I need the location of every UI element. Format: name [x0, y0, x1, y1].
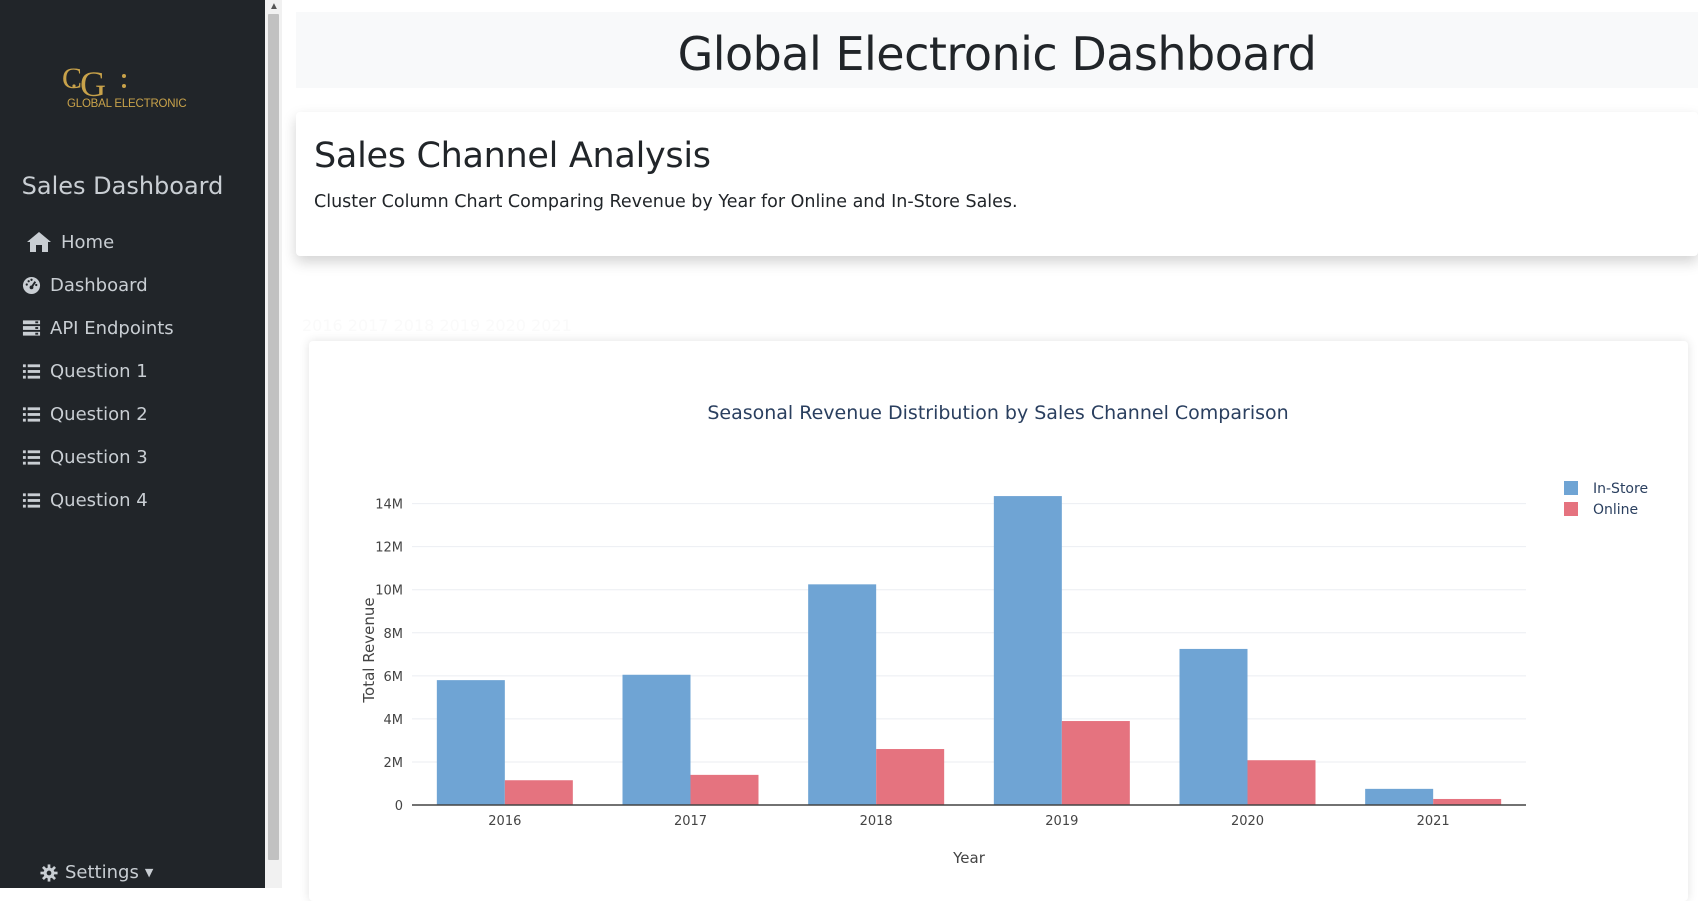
gear-icon — [40, 863, 58, 882]
server-icon — [22, 320, 41, 336]
y-tick-label: 14M — [375, 498, 403, 513]
bar-in-store-2020 — [1179, 648, 1248, 805]
bar-in-store-2021 — [1365, 788, 1434, 805]
settings-dropdown[interactable]: Settings ▼ — [40, 862, 153, 883]
svg-text:C: C — [62, 62, 82, 95]
global-electronic-logo: C G — [62, 62, 126, 104]
x-tick-label: 2017 — [674, 814, 707, 829]
y-tick-label: 12M — [375, 541, 403, 556]
y-tick-label: 8M — [384, 627, 404, 642]
legend-swatch-in-store — [1564, 481, 1578, 495]
bar-online-2021 — [1433, 798, 1502, 805]
bar-in-store-2016 — [436, 680, 505, 805]
sidebar-title: Sales Dashboard — [21, 172, 224, 200]
list-icon — [22, 407, 41, 422]
sidebar-item-question-3[interactable]: Question 3 — [22, 443, 148, 471]
sidebar-item-question-1[interactable]: Question 1 — [22, 357, 148, 385]
chart-card: Seasonal Revenue Distribution by Sales C… — [309, 341, 1688, 901]
bar-online-2018 — [876, 749, 945, 805]
sidebar-item-label: Question 1 — [50, 360, 148, 382]
sidebar-item-label: Dashboard — [50, 274, 148, 296]
sidebar: C G GLOBAL ELECTRONIC Sales Dashboard Ho… — [0, 0, 265, 888]
y-tick-label: 0 — [395, 799, 403, 814]
chart-title: Seasonal Revenue Distribution by Sales C… — [707, 402, 1288, 424]
header: Global Electronic Dashboard — [296, 12, 1698, 88]
scroll-up-icon[interactable]: ▲ — [269, 1, 279, 12]
sidebar-item-home[interactable]: Home — [26, 228, 114, 256]
sidebar-item-label: Question 2 — [50, 403, 148, 425]
sidebar-item-label: Question 4 — [50, 489, 148, 511]
section-card: Sales Channel Analysis Cluster Column Ch… — [296, 112, 1698, 256]
bar-in-store-2019 — [993, 496, 1062, 805]
y-tick-label: 4M — [384, 713, 404, 728]
section-title: Sales Channel Analysis — [314, 136, 711, 176]
x-tick-label: 2019 — [1045, 814, 1078, 829]
x-tick-label: 2021 — [1417, 814, 1450, 829]
x-axis-label: Year — [952, 849, 986, 867]
y-tick-label: 2M — [384, 756, 404, 771]
sidebar-item-api-endpoints[interactable]: API Endpoints — [22, 314, 174, 342]
sidebar-item-question-2[interactable]: Question 2 — [22, 400, 148, 428]
bar-online-2020 — [1247, 760, 1316, 805]
sidebar-item-question-4[interactable]: Question 4 — [22, 486, 148, 514]
y-tick-label: 10M — [375, 584, 403, 599]
bar-online-2017 — [690, 774, 759, 805]
settings-label: Settings — [65, 862, 139, 883]
vertical-scrollbar[interactable]: ▲ — [265, 0, 282, 888]
list-icon — [22, 493, 41, 508]
revenue-bar-chart: Seasonal Revenue Distribution by Sales C… — [360, 402, 1648, 867]
year-filter: 2016 2017 2018 2019 2020 2021 — [302, 316, 572, 335]
y-tick-label: 6M — [384, 670, 404, 685]
svg-text:G: G — [80, 64, 106, 104]
bar-online-2019 — [1061, 721, 1130, 805]
home-icon — [27, 232, 51, 252]
y-axis-label: Total Revenue — [360, 597, 378, 703]
sidebar-item-label: Question 3 — [50, 446, 148, 468]
legend-label: Online — [1593, 502, 1638, 518]
bar-in-store-2017 — [622, 674, 691, 805]
list-icon — [22, 364, 41, 379]
logo-text: GLOBAL ELECTRONIC — [67, 98, 187, 110]
page-title: Global Electronic Dashboard — [677, 27, 1317, 81]
scrollbar-thumb[interactable] — [268, 14, 279, 860]
bar-online-2016 — [504, 780, 573, 805]
sidebar-item-label: API Endpoints — [50, 317, 174, 339]
gauge-icon — [22, 276, 41, 294]
legend-label: In-Store — [1593, 481, 1648, 497]
section-description: Cluster Column Chart Comparing Revenue b… — [314, 192, 1018, 212]
x-tick-label: 2016 — [488, 814, 521, 829]
sidebar-item-dashboard[interactable]: Dashboard — [22, 271, 148, 299]
list-icon — [22, 450, 41, 465]
x-tick-label: 2018 — [860, 814, 893, 829]
caret-down-icon: ▼ — [144, 866, 154, 879]
sidebar-item-label: Home — [61, 231, 115, 253]
bar-in-store-2018 — [808, 584, 877, 805]
legend-swatch-online — [1564, 502, 1578, 516]
x-tick-label: 2020 — [1231, 814, 1264, 829]
